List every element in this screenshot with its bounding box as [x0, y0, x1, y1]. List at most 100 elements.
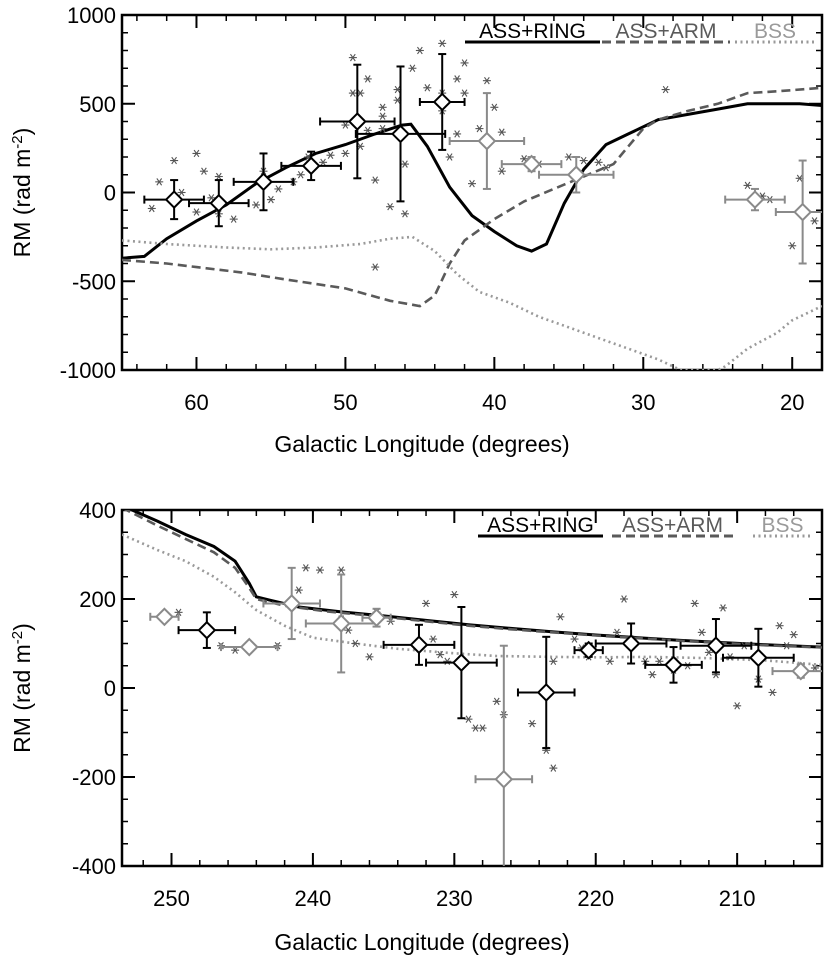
rm-scatter-point: [438, 39, 447, 48]
binned-rm-point: [418, 53, 466, 151]
diamond-marker: [745, 190, 765, 210]
asterisk-stroke: [461, 59, 468, 67]
y-axis-label: RM (rad m-2): [9, 623, 35, 753]
diamond-marker: [197, 620, 217, 640]
binned-rm-point: [280, 150, 342, 182]
asterisk-stroke: [437, 650, 444, 659]
model-curve-bss: [122, 533, 822, 667]
y-tick-label: -1000: [60, 358, 116, 383]
rm-scatter-point: [620, 595, 629, 603]
rm-scatter-point: [348, 53, 357, 62]
rm-scatter-point: [378, 124, 387, 133]
binned-rm-point: [774, 159, 822, 265]
asterisk-stroke: [345, 626, 352, 634]
asterisk-stroke: [461, 89, 468, 97]
rm-scatter-point: [460, 89, 469, 97]
rm-scatter-point: [378, 103, 387, 112]
asterisk-stroke: [484, 76, 490, 85]
diamond-marker: [209, 193, 229, 213]
asterisk-stroke: [372, 263, 379, 271]
rm-scatter-point: [450, 590, 459, 599]
asterisk-stroke: [472, 724, 479, 732]
plot-content: [122, 510, 822, 866]
binned-rm-point: [232, 152, 295, 212]
asterisk-stroke: [796, 174, 803, 183]
x-tick-label: 50: [333, 390, 357, 415]
rm-scatter-point: [594, 158, 603, 167]
asterisk-stroke: [275, 185, 282, 193]
diamond-marker: [347, 112, 367, 131]
rm-scatter-point: [174, 608, 183, 617]
binned-rm-point: [573, 640, 604, 660]
y-tick-label: 500: [79, 92, 116, 117]
binned-rm-point: [516, 635, 576, 750]
diamond-marker: [791, 661, 811, 681]
rm-scatter-point: [214, 172, 223, 181]
asterisk-stroke: [297, 171, 304, 179]
rm-scatter-point: [301, 564, 310, 572]
y-axis-label-close: ): [9, 128, 35, 136]
asterisk-stroke: [550, 657, 557, 666]
asterisk-stroke: [479, 724, 486, 732]
diamond-marker: [451, 653, 471, 673]
asterisk-stroke: [215, 172, 222, 181]
asterisk-stroke: [607, 657, 613, 666]
binned-rm-point: [448, 92, 526, 190]
rm-scatter-point: [423, 84, 432, 92]
asterisk-stroke: [342, 121, 349, 129]
asterisk-stroke: [451, 590, 458, 599]
asterisk-stroke: [366, 653, 373, 661]
asterisk-stroke: [402, 160, 408, 168]
legend-label: BSS: [761, 514, 803, 537]
x-tick-label: 30: [631, 390, 655, 415]
legend-label: ASS+RING: [487, 514, 594, 537]
diamond-marker: [254, 172, 273, 192]
rm-scatter-point: [378, 112, 387, 120]
rm-scatter-point: [605, 657, 614, 666]
y-tick-label: 200: [79, 587, 116, 612]
rm-scatter-point: [199, 167, 208, 175]
asterisk-stroke: [350, 89, 356, 97]
asterisk-stroke: [571, 635, 578, 643]
rm-scatter-point: [497, 128, 506, 136]
x-tick-label: 40: [482, 390, 506, 415]
binned-rm-point: [594, 622, 668, 665]
rm-scatter-point: [337, 566, 346, 574]
asterisk-stroke: [430, 635, 436, 643]
asterisk-stroke: [790, 630, 797, 639]
model-curve-ass-arm: [123, 510, 822, 649]
asterisk-stroke: [476, 124, 483, 133]
binned-rm-point: [724, 187, 786, 212]
asterisk-stroke: [580, 156, 587, 165]
asterisk-stroke: [253, 201, 259, 209]
rm-scatter-point: [266, 195, 275, 204]
asterisk-stroke: [379, 124, 386, 133]
legend-label: ASS+ARM: [622, 514, 723, 537]
rm-scatter-point: [363, 75, 372, 83]
diamond-marker: [331, 614, 351, 633]
rm-scatter-point: [453, 75, 462, 83]
rm-scatter-point: [155, 178, 164, 186]
x-tick-label: 240: [295, 886, 332, 911]
asterisk-stroke: [201, 167, 207, 175]
rm-scatter-point: [528, 719, 537, 728]
binned-rm-point: [188, 179, 250, 228]
rm-scatter-point: [344, 626, 353, 634]
asterisk-stroke: [769, 688, 776, 697]
asterisk-stroke: [691, 599, 698, 608]
x-axis-label: Galactic Longitude (degrees): [274, 431, 569, 457]
rm-scatter-point: [192, 149, 201, 158]
y-tick-label: 1000: [67, 3, 116, 28]
x-tick-label: 20: [780, 390, 804, 415]
asterisk-stroke: [305, 153, 312, 161]
asterisk-stroke: [193, 149, 200, 158]
model-curve-bss: [122, 235, 822, 370]
asterisk-stroke: [603, 163, 609, 172]
rm-scatter-point: [810, 217, 819, 225]
asterisk-stroke: [417, 46, 423, 55]
rm-scatter-point: [478, 724, 487, 732]
asterisk-stroke: [454, 130, 460, 138]
asterisk-stroke: [357, 142, 364, 151]
binned-rm-point: [500, 154, 563, 174]
